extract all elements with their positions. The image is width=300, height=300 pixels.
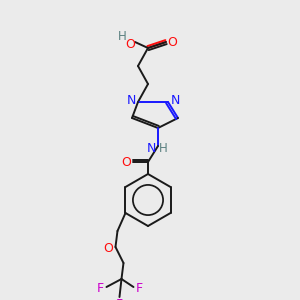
- Text: F: F: [116, 298, 123, 300]
- Text: F: F: [136, 281, 143, 295]
- Text: N: N: [126, 94, 136, 107]
- Text: O: O: [103, 242, 113, 256]
- Text: H: H: [159, 142, 167, 155]
- Text: O: O: [167, 35, 177, 49]
- Text: N: N: [146, 142, 156, 154]
- Text: H: H: [118, 29, 126, 43]
- Text: O: O: [121, 155, 131, 169]
- Text: N: N: [170, 94, 180, 107]
- Text: O: O: [125, 38, 135, 50]
- Text: F: F: [97, 281, 104, 295]
